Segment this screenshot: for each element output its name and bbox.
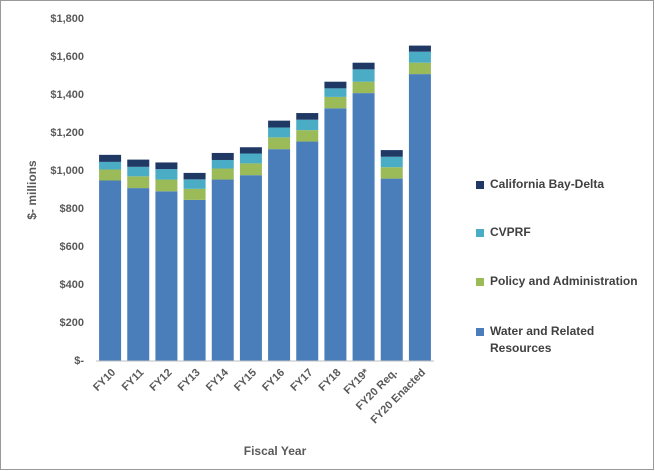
bar-segment [127,159,150,167]
bar-segment [380,178,403,361]
bar-segment [296,141,319,361]
bar-segment [239,153,262,164]
bar-segment [268,127,291,138]
legend-item: Water and Related Resources [476,324,615,357]
bar-segment [183,188,206,200]
y-tick-label: $1,000 [50,165,84,177]
bar-segment [99,180,122,361]
x-tick-label: FY14 [204,366,232,394]
bar-segment [408,51,431,63]
x-tick-label: FY17 [288,367,315,394]
legend-item: California Bay-Delta [476,177,640,193]
bar-segment [183,179,206,189]
bar-segment [239,163,262,176]
bar-segment [268,149,291,361]
bar-segment [155,191,178,361]
y-tick-label: $200 [60,317,84,329]
x-tick-label: FY11 [120,367,147,394]
x-tick-label: FY13 [176,367,203,394]
bar-segment [296,119,319,131]
bar-segment [268,137,291,150]
bar-segment [155,162,178,170]
y-tick-label: $1,600 [50,51,84,63]
y-axis-title: $- millions [25,160,39,220]
legend-item: CVPRF [476,225,640,241]
bar-segment [324,88,347,97]
bar-segment [296,130,319,142]
bar-segment [239,147,262,154]
bar-segment [127,176,150,189]
bar-segment [211,152,234,160]
bar-segment [99,161,122,170]
x-tick-label: FY10 [91,367,118,394]
bar-segment [211,168,234,180]
bar-segment [99,169,122,181]
bar-segment [155,179,178,192]
bar-segment [408,74,431,361]
bar-segment [183,199,206,361]
y-tick-label: $400 [60,279,84,291]
bar-segment [380,167,403,179]
bar-segment [296,113,319,120]
bar-segment [99,154,122,162]
x-tick-label: FY18 [317,367,344,394]
bar-segment [324,96,347,109]
legend-swatch [476,278,484,286]
bar-segment [408,62,431,75]
y-tick-label: $800 [60,203,84,215]
bar-segment [239,175,262,361]
bar-segment [352,81,375,94]
legend-swatch [476,181,484,189]
bar-segment [352,69,375,82]
bar-segment [324,81,347,89]
x-axis-title: Fiscal Year [244,444,307,458]
legend-swatch [476,328,484,336]
bar-segment [408,45,431,52]
bar-segment [352,93,375,361]
bar-segment [211,159,234,169]
bar-segment [380,156,403,168]
bar-segment [155,169,178,180]
bar-segment [127,188,150,361]
bar-segment [211,179,234,361]
legend-label: Water and Related Resources [490,324,595,355]
y-tick-label: $1,400 [50,89,84,101]
legend-swatch [476,229,484,237]
legend-label: California Bay-Delta [490,177,605,191]
bar-segment [127,166,150,177]
x-tick-label: FY15 [232,367,259,394]
bar-segment [352,62,375,70]
bar-segment [183,172,206,180]
y-tick-label: $600 [60,241,84,253]
x-tick-label: FY12 [148,367,175,394]
bar-segment [324,108,347,361]
y-tick-label: $- [74,355,84,367]
bar-segment [268,120,291,128]
legend-label: Policy and Administration [490,274,638,288]
x-tick-label: FY16 [260,367,287,394]
y-tick-label: $1,800 [50,13,84,25]
y-tick-label: $1,200 [50,127,84,139]
legend-item: Policy and Administration [476,274,640,290]
legend-label: CVPRF [490,225,531,239]
bar-segment [380,150,403,157]
